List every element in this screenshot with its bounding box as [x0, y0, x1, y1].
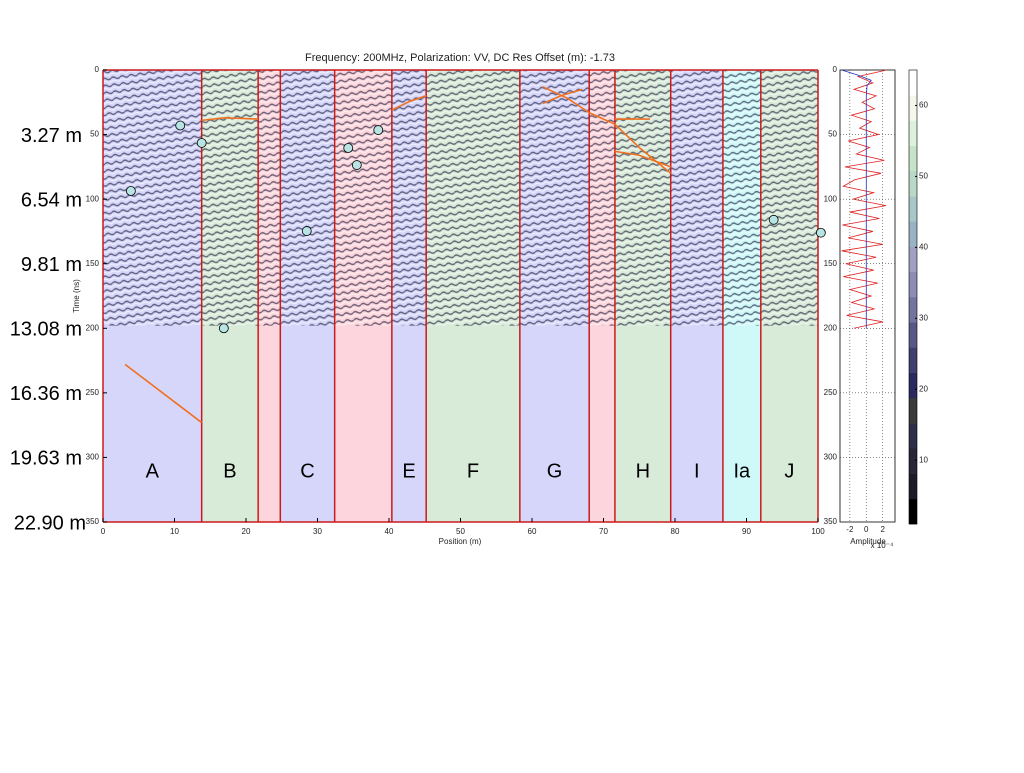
hyperbola-marker: [768, 214, 779, 225]
amp-y-tick-label: 50: [828, 130, 837, 139]
y-tick-label: 250: [86, 388, 100, 397]
colorbar-band: [909, 498, 917, 525]
reflector: [614, 150, 671, 168]
amp-y-tick-label: 350: [824, 517, 838, 526]
colorbar-band: [909, 322, 917, 348]
y-tick-label: 150: [86, 259, 100, 268]
y-tick-label: 0: [95, 65, 100, 74]
radar-texture: [103, 70, 818, 326]
colorbar-band: [909, 120, 917, 146]
x-tick-label: 60: [528, 527, 537, 536]
colorbar-band: [909, 423, 917, 449]
depth-label: 9.81 m: [21, 254, 82, 276]
amp-y-tick-label: 300: [824, 453, 838, 462]
x-tick-label: 10: [170, 527, 179, 536]
reflector: [542, 88, 583, 105]
colorbar-band: [909, 397, 917, 424]
zone-label: J: [784, 460, 794, 482]
colorbar-band: [909, 95, 917, 121]
amp-y-tick-label: 0: [833, 65, 838, 74]
colorbar-frame: [908, 69, 918, 525]
x-tick-label: 20: [242, 527, 251, 536]
colorbar-band: [909, 246, 917, 273]
x-tick-label: 90: [742, 527, 751, 536]
reflector: [391, 95, 427, 111]
zone-label: G: [547, 460, 563, 482]
reflector: [124, 363, 203, 424]
zone-label: Ia: [734, 460, 752, 482]
y-tick-label: 300: [86, 453, 100, 462]
x-tick-label: 50: [456, 527, 465, 536]
colorbar-band: [909, 196, 917, 222]
reflector: [542, 86, 672, 174]
depth-label: 22.90 m: [14, 512, 86, 534]
colorbar-tick-label: 30: [919, 313, 928, 322]
zone-label: E: [402, 460, 415, 482]
zone-label: I: [694, 460, 700, 482]
y-tick-label: 50: [90, 130, 99, 139]
y-axis-label: Time (ns): [72, 279, 81, 313]
colorbar-tick-label: 50: [919, 172, 928, 181]
y-tick-label: 100: [86, 194, 100, 203]
colorbar-band: [909, 347, 917, 373]
amp-y-tick-label: 200: [824, 323, 838, 332]
amplitude-frame: [839, 69, 896, 523]
amp-x-tick-label: -2: [846, 525, 854, 534]
colorbar-band: [909, 271, 917, 298]
hyperbola-marker: [218, 323, 229, 334]
hyperbola-marker: [196, 138, 207, 148]
hyperbola-marker: [351, 160, 362, 170]
amp-y-tick-label: 150: [824, 259, 838, 268]
x-tick-label: 40: [385, 527, 394, 536]
colorbar-tick-label: 60: [919, 101, 928, 110]
zone-label: F: [467, 460, 479, 482]
hyperbola-marker: [125, 186, 136, 196]
zone-label: B: [223, 460, 236, 482]
amp-y-tick-label: 100: [824, 194, 838, 203]
zone-label: C: [300, 460, 314, 482]
colorbar-band: [909, 473, 917, 500]
hyperbola-marker: [343, 143, 354, 153]
depth-label: 13.08 m: [10, 319, 82, 341]
zone-label: A: [146, 460, 160, 482]
x-axis-label: Position (m): [439, 537, 482, 546]
zone-label: H: [636, 460, 650, 482]
hyperbola-marker: [815, 227, 826, 238]
x-tick-label: 70: [599, 527, 608, 536]
chart-title: Frequency: 200MHz, Polarization: VV, DC …: [305, 52, 615, 64]
amp-x-tick-label: 0: [864, 525, 869, 534]
depth-label: 16.36 m: [10, 383, 82, 405]
x-tick-label: 30: [313, 527, 322, 536]
amplitude-exponent: x 10⁻⁴: [871, 541, 894, 550]
colorbar-band: [909, 372, 917, 399]
amp-x-tick-label: 2: [880, 525, 885, 534]
colorbar-tick-label: 20: [919, 384, 928, 393]
reference-trace: [841, 69, 872, 329]
colorbar-band: [909, 448, 917, 474]
depth-label: 19.63 m: [10, 448, 82, 470]
colorbar-band: [909, 297, 917, 323]
hyperbola-marker: [175, 120, 186, 131]
depth-label: 3.27 m: [21, 125, 82, 147]
reflector: [201, 116, 259, 122]
amp-y-tick-label: 250: [824, 388, 838, 397]
colorbar-band: [909, 145, 917, 172]
x-tick-label: 0: [101, 527, 106, 536]
x-tick-label: 80: [671, 527, 680, 536]
y-tick-label: 200: [86, 323, 100, 332]
colorbar-tick-label: 10: [919, 455, 928, 464]
y-tick-label: 350: [86, 517, 100, 526]
colorbar-band: [909, 170, 917, 197]
colorbar-tick-label: 40: [919, 242, 928, 251]
colorbar-band: [909, 221, 917, 247]
colorbar-band: [909, 70, 917, 96]
amplitude-label: Amplitude: [850, 537, 886, 546]
depth-label: 6.54 m: [21, 189, 82, 211]
hyperbola-marker: [301, 226, 312, 236]
amplitude-trace: [841, 69, 887, 329]
x-tick-label: 100: [811, 527, 825, 536]
hyperbola-marker: [373, 125, 384, 135]
